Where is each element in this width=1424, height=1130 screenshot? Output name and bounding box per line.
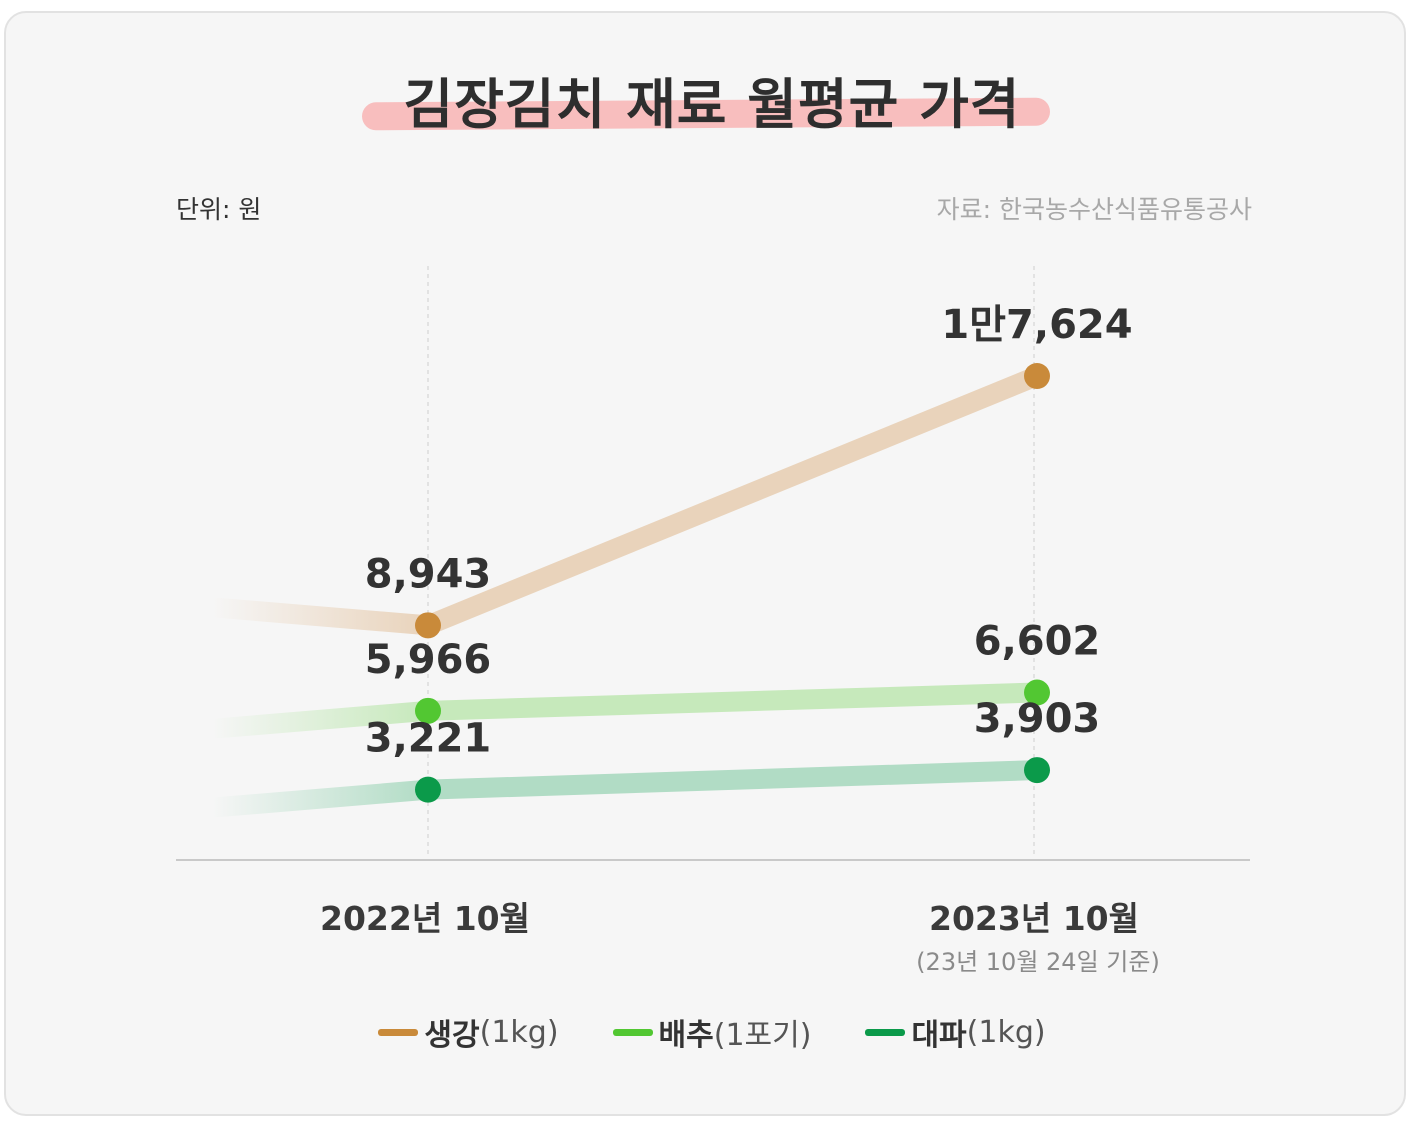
title-area: 김장김치 재료 월평균 가격 bbox=[0, 60, 1424, 139]
point-cabbage-0 bbox=[415, 697, 441, 724]
legend-swatch-ginger bbox=[378, 1028, 419, 1036]
series-ginger-lead bbox=[202, 597, 438, 636]
data-label-cabbage-0: 5,966 bbox=[365, 637, 492, 683]
point-ginger-1 bbox=[1024, 363, 1050, 389]
legend-name: 배추 bbox=[658, 1018, 714, 1053]
x-tick-label-2022: 2022년 10월 bbox=[320, 899, 530, 938]
series-greenonion-line bbox=[418, 760, 1047, 800]
legend-unit: (1포기) bbox=[713, 1018, 812, 1053]
point-ginger-0 bbox=[415, 612, 441, 639]
legend-swatch-greenonion bbox=[865, 1028, 906, 1036]
legend: 생강 (1kg) 배추 (1포기) 대파 (1kg) bbox=[0, 1010, 1424, 1054]
point-greenonion-1 bbox=[1024, 757, 1050, 784]
chart-title: 김장김치 재료 월평균 가격 bbox=[403, 73, 1021, 136]
series-ginger-line bbox=[418, 366, 1047, 636]
series-layer: 8,943 1만7,624 5,966 6,602 3,221 3,903 bbox=[202, 302, 1133, 818]
data-label-cabbage-1: 6,602 bbox=[974, 619, 1101, 665]
legend-unit: (1kg) bbox=[966, 1014, 1046, 1050]
legend-name: 생강 bbox=[424, 1018, 480, 1053]
data-label-greenonion-1: 3,903 bbox=[974, 696, 1101, 742]
chart-card bbox=[4, 11, 1406, 1116]
point-cabbage-1 bbox=[1024, 679, 1050, 706]
source-label: 자료: 한국농수산식품유통공사 bbox=[936, 195, 1252, 224]
series-greenonion-lead bbox=[202, 779, 438, 818]
point-greenonion-0 bbox=[415, 776, 441, 803]
legend-unit: (1kg) bbox=[479, 1014, 559, 1050]
unit-label: 단위: 원 bbox=[176, 195, 262, 224]
x-tick-note-2023: (23년 10월 24일 기준) bbox=[916, 948, 1160, 976]
x-tick-label-2023: 2023년 10월 bbox=[929, 899, 1139, 938]
data-label-ginger-0: 8,943 bbox=[365, 551, 492, 597]
data-label-greenonion-0: 3,221 bbox=[365, 716, 492, 762]
legend-item-cabbage: 배추 (1포기) bbox=[612, 1010, 812, 1054]
data-label-ginger-1: 1만7,624 bbox=[941, 302, 1132, 348]
series-cabbage-line bbox=[418, 682, 1047, 721]
legend-swatch-cabbage bbox=[612, 1028, 653, 1036]
legend-item-greenonion: 대파 (1kg) bbox=[865, 1010, 1046, 1054]
legend-name: 대파 bbox=[911, 1018, 967, 1053]
legend-item-ginger: 생강 (1kg) bbox=[378, 1010, 559, 1054]
series-cabbage-lead bbox=[202, 700, 438, 739]
